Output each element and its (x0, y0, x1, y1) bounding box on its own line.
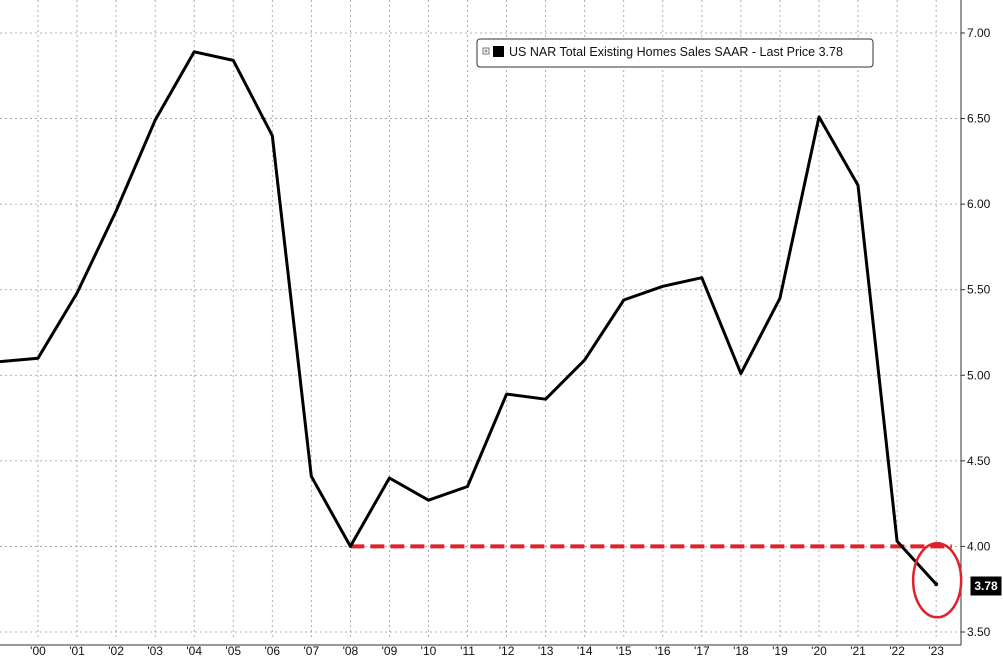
x-tick-label: '13 (538, 644, 554, 658)
x-tick-label: '03 (147, 644, 163, 658)
x-tick-label: '22 (889, 644, 905, 658)
highlight-group (911, 541, 963, 619)
x-tick-label: '08 (343, 644, 359, 658)
legend-swatch (493, 46, 504, 57)
x-tick-label: '15 (616, 644, 632, 658)
x-tick-label: '12 (499, 644, 515, 658)
y-axis: 3.50 4.00 4.50 5.00 5.50 6.00 6.50 7.00 (960, 0, 991, 645)
x-tick-label: '23 (928, 644, 944, 658)
x-tick-label: '18 (733, 644, 749, 658)
legend-label: US NAR Total Existing Homes Sales SAAR -… (509, 45, 843, 59)
y-tick-label: 4.00 (967, 539, 991, 553)
series-group (0, 50, 939, 587)
grid-lines (0, 0, 961, 639)
y-tick-label: 6.00 (967, 197, 991, 211)
legend: US NAR Total Existing Homes Sales SAAR -… (476, 38, 874, 68)
x-tick-label: '09 (382, 644, 398, 658)
y-tick-label: 5.50 (967, 283, 991, 297)
y-tick-label: 6.50 (967, 112, 991, 126)
x-tick-label: '02 (108, 644, 124, 658)
highlight-ellipse (911, 541, 963, 619)
x-tick-label: '01 (69, 644, 85, 658)
x-tick-label: '21 (850, 644, 866, 658)
x-tick-label: '06 (264, 644, 280, 658)
x-tick-label: '04 (186, 644, 202, 658)
y-tick-label: 7.00 (967, 26, 991, 40)
y-tick-label: 4.50 (967, 454, 991, 468)
series-line (0, 50, 938, 586)
x-tick-label: '14 (577, 644, 593, 658)
x-tick-label: '07 (304, 644, 320, 658)
last-price-box (969, 575, 1003, 597)
last-point-marker (934, 582, 939, 587)
x-tick-label: '10 (421, 644, 437, 658)
x-tick-label: '00 (30, 644, 46, 658)
x-tick-label: '11 (460, 644, 475, 658)
y-tick-label: 5.00 (967, 368, 991, 382)
last-price-label: 3.78 (974, 579, 998, 593)
legend-box (476, 38, 874, 68)
x-tick-label: '05 (225, 644, 241, 658)
x-tick-label: '20 (811, 644, 827, 658)
y-tick-label: 3.50 (967, 625, 991, 639)
last-price-tag: 3.78 (969, 575, 1003, 597)
x-tick-label: '16 (655, 644, 671, 658)
x-tick-label: '17 (694, 644, 710, 658)
x-axis: '00 '01 '02 '03 '04 '05 '06 '07 '08 '09 '10 '11 '12 '… (0, 644, 961, 658)
x-tick-label: '19 (772, 644, 788, 658)
